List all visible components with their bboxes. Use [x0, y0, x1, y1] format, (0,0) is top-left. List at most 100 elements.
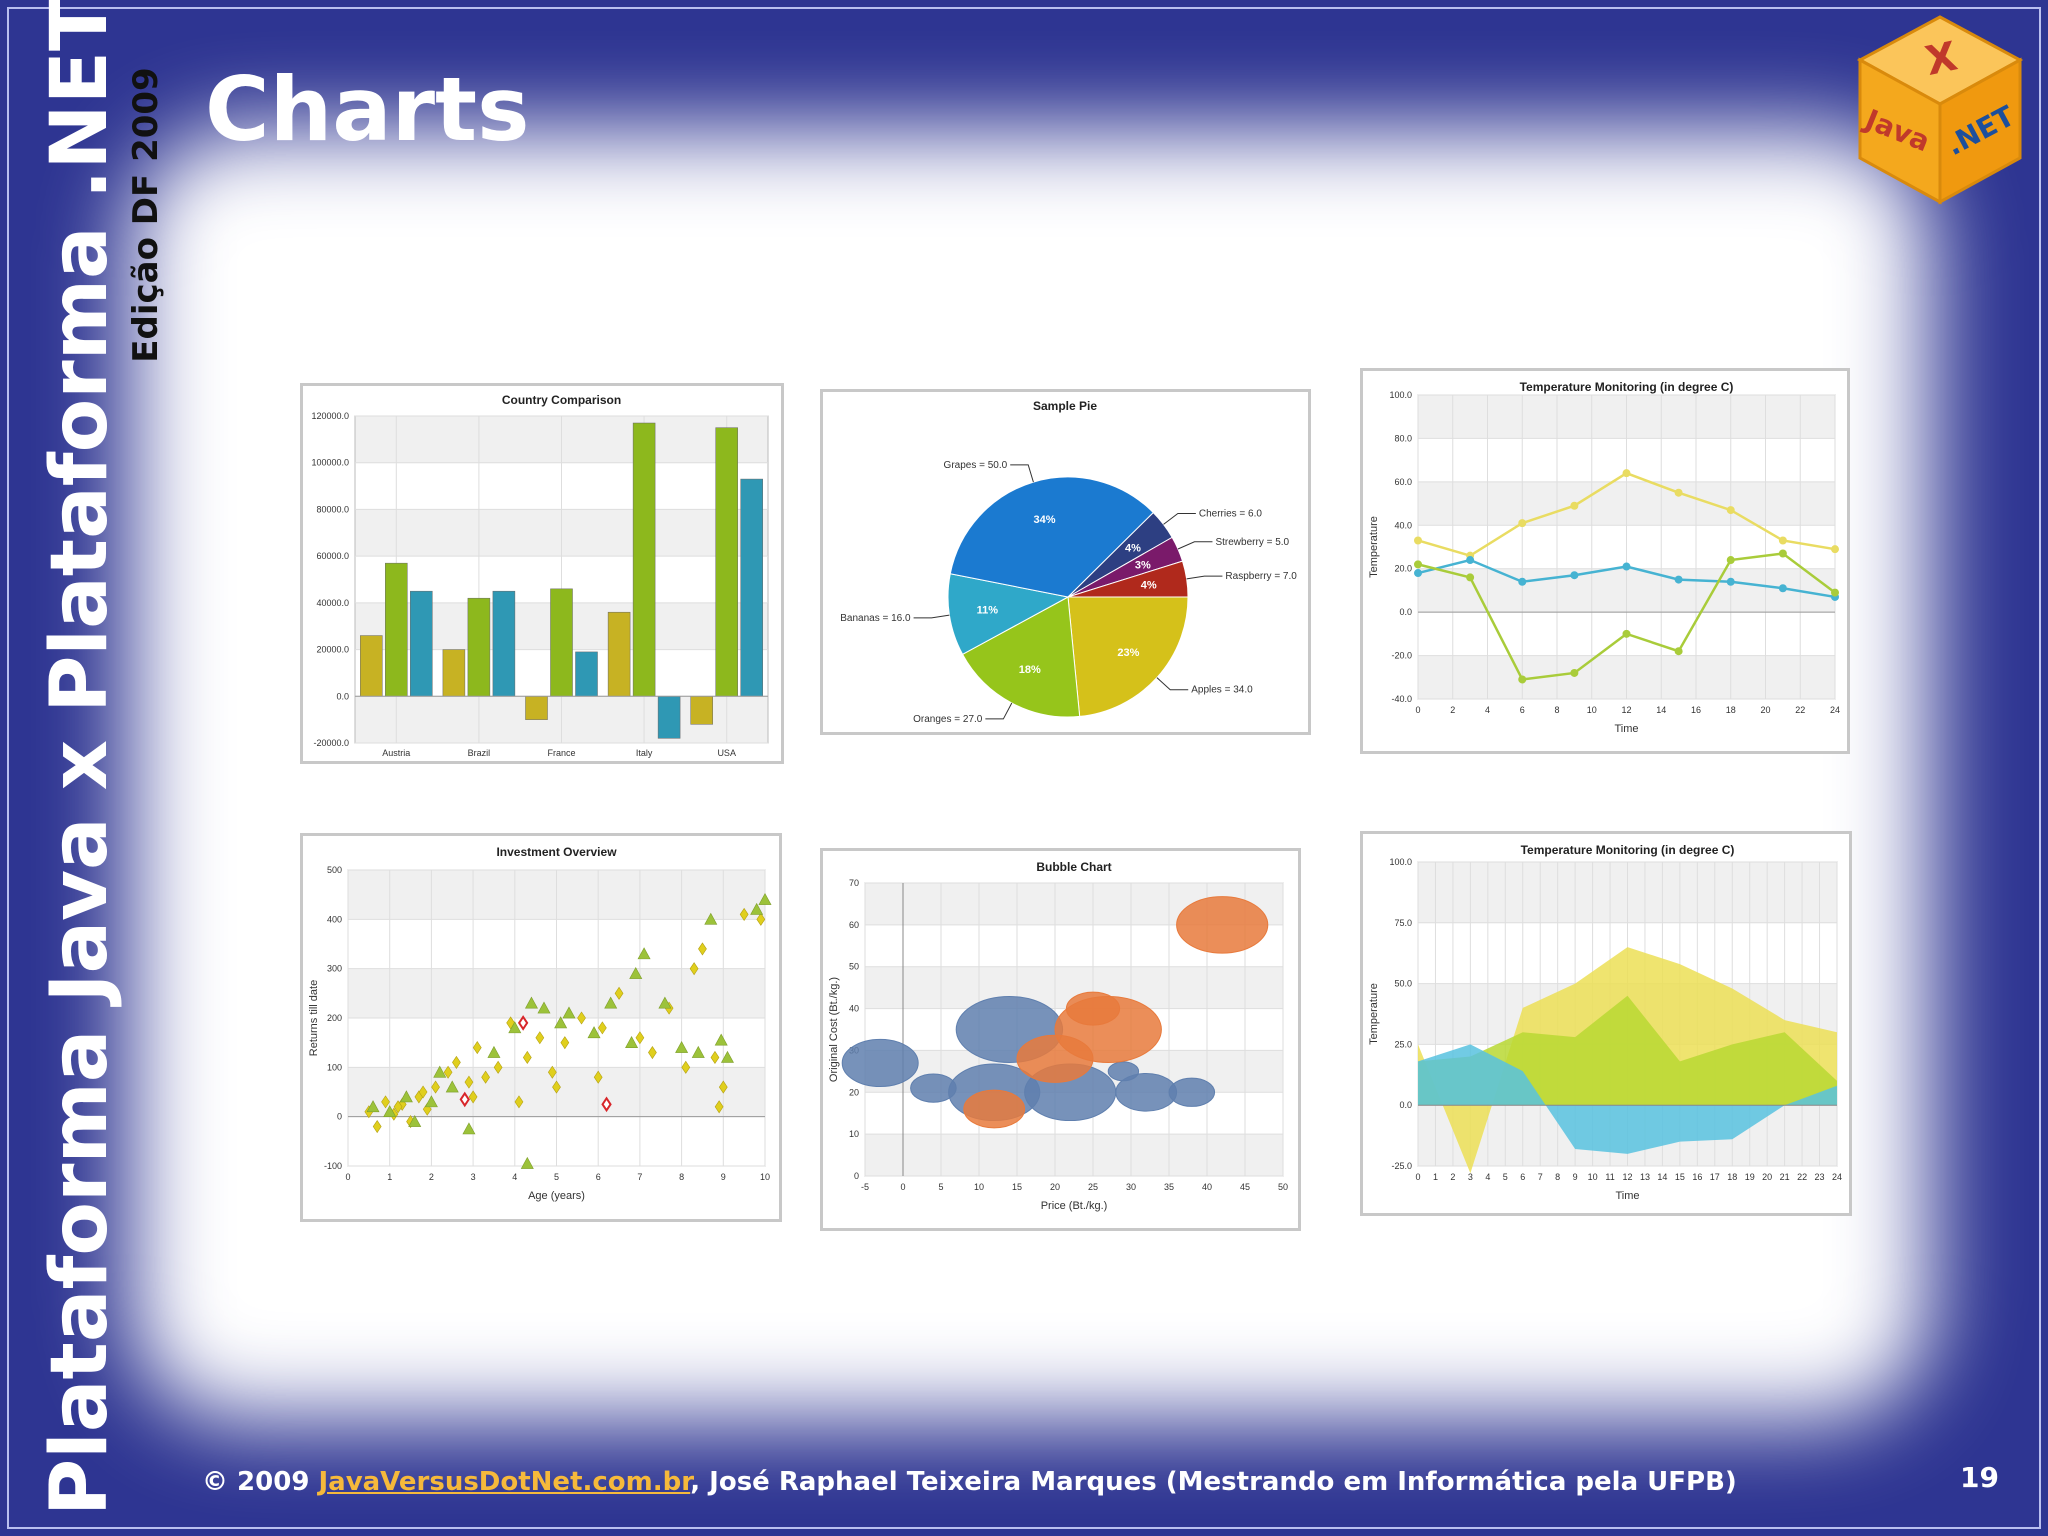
- y-tick-label: 200: [327, 1013, 342, 1023]
- footer-link[interactable]: JavaVersusDotNet.com.br: [318, 1467, 691, 1497]
- scatter-point: [547, 1065, 557, 1079]
- bar: [740, 478, 763, 697]
- data-point: [1726, 506, 1735, 515]
- y-axis-label: Original Cost (Bt./kg.): [828, 977, 840, 1082]
- scatter-point: [468, 1090, 478, 1104]
- side-subtitle: Edição DF 2009: [126, 67, 166, 363]
- sample-pie-svg: Sample Pie 23% Apples = 34.0 18% Oranges = 2…: [840, 399, 1297, 725]
- scatter-point: [675, 1040, 689, 1053]
- bar: [525, 696, 548, 720]
- y-tick-label: 0.0: [1399, 607, 1412, 617]
- data-point: [1414, 560, 1422, 569]
- scatter-point: [452, 1055, 461, 1069]
- x-tick-label: 2: [1450, 1172, 1455, 1182]
- scatter-point: [658, 996, 672, 1009]
- country-comparison-svg: -20000.0 0.0 20000.0 40000.0 60000.0 80000.0 1…: [311, 393, 769, 758]
- data-point: [1726, 577, 1735, 586]
- scatter-point: [601, 1096, 612, 1113]
- slide-border: [7, 7, 2041, 1529]
- footer-suffix: , José Raphael Teixeira Marques (Mestran…: [690, 1467, 1737, 1497]
- y-tick-label: 120000.0: [311, 411, 349, 421]
- bubble: [963, 1089, 1026, 1129]
- y-tick-label: 40.0: [1394, 520, 1412, 530]
- x-tick-label: 10: [760, 1172, 770, 1182]
- y-tick-label: -25.0: [1391, 1161, 1412, 1171]
- chart-title: Investment Overview: [496, 845, 617, 859]
- data-point: [1622, 562, 1631, 571]
- scatter-point: [366, 1100, 380, 1113]
- scatter-point: [554, 1016, 568, 1029]
- x-axis-label: Time: [1614, 723, 1638, 735]
- data-point: [1622, 629, 1631, 638]
- x-tick-label: 8: [1555, 1172, 1560, 1182]
- scatter-point: [710, 1050, 720, 1065]
- bubble: [841, 1038, 919, 1088]
- data-point: [1726, 556, 1735, 565]
- x-tick-label: 5: [1503, 1172, 1508, 1182]
- footer-prefix: © 2009: [202, 1467, 319, 1497]
- scatter-point: [372, 1119, 382, 1134]
- data-point: [1831, 545, 1839, 554]
- country-comparison-chart: -20000.0 0.0 20000.0 40000.0 60000.0 80000.0 1…: [300, 383, 784, 764]
- y-tick-label: 100.0: [1389, 857, 1412, 867]
- temperature-line-chart: -40.0 -20.0 0.0 20.0 40.0 60.0 80.0 100.0 0 2 4 6 8 1…: [1360, 368, 1850, 754]
- bar: [690, 696, 713, 725]
- scatter-point: [552, 1080, 561, 1094]
- sample-pie-chart: Sample Pie 23% Apples = 34.0 18% Oranges = 2…: [820, 389, 1311, 735]
- y-tick-label: 60000.0: [316, 551, 349, 561]
- slice-label: Grapes = 50.0: [944, 460, 1008, 471]
- y-tick-label: 20.0: [1394, 564, 1412, 574]
- scatter-point: [698, 942, 707, 956]
- y-tick-label: 40000.0: [316, 598, 349, 608]
- scatter-point: [625, 1036, 639, 1048]
- x-tick-label: 23: [1815, 1172, 1825, 1182]
- footer-credit: © 2009 JavaVersusDotNet.com.br, José Rap…: [202, 1462, 1737, 1502]
- y-axis-label: Returns till date: [308, 980, 320, 1056]
- bar: [657, 696, 681, 739]
- x-tick-label: 16: [1692, 1172, 1702, 1182]
- x-tick-label: 2: [429, 1172, 434, 1182]
- scatter-point: [537, 1001, 551, 1014]
- x-tick-label: 4: [512, 1172, 517, 1182]
- x-tick-label: 40: [1202, 1182, 1212, 1192]
- slice-label: Oranges = 27.0: [913, 714, 983, 725]
- scatter-point: [691, 1045, 705, 1058]
- chart-title: Country Comparison: [502, 393, 621, 407]
- x-tick-label: 16: [1691, 705, 1701, 715]
- scatter-point: [462, 1122, 476, 1135]
- x-tick-label: 6: [596, 1172, 601, 1182]
- x-tick-label: 4: [1485, 1172, 1490, 1182]
- pie-slice: [961, 596, 1081, 718]
- slice-leader-line: [1186, 575, 1223, 580]
- x-tick-label: 5: [938, 1182, 943, 1192]
- scatter-point: [433, 1065, 447, 1078]
- slice-percent: 11%: [977, 604, 999, 616]
- scatter-point: [704, 912, 718, 925]
- slice-percent: 18%: [1019, 664, 1041, 676]
- scatter-point: [739, 907, 749, 921]
- scatter-point: [524, 996, 538, 1009]
- slice-label: Raspberry = 7.0: [1225, 571, 1297, 582]
- scatter-point: [464, 1075, 474, 1089]
- scatter-point: [535, 1031, 545, 1045]
- x-tick-label: 0: [1415, 1172, 1420, 1182]
- x-tick-label: 24: [1830, 705, 1840, 715]
- scatter-point: [381, 1095, 390, 1109]
- bar: [550, 588, 573, 697]
- bar: [385, 562, 408, 697]
- y-tick-label: 50.0: [1394, 979, 1412, 989]
- x-tick-label: France: [547, 748, 575, 758]
- y-tick-label: 100: [327, 1062, 342, 1072]
- scatter-point: [418, 1085, 428, 1099]
- x-axis-label: Price (Bt./kg.): [1041, 1200, 1108, 1212]
- scatter-point: [614, 986, 624, 1000]
- scatter-point: [689, 962, 699, 976]
- x-tick-label: 3: [1468, 1172, 1473, 1182]
- y-tick-label: 0.0: [1399, 1100, 1412, 1110]
- slice-leader-line: [985, 702, 1013, 720]
- y-tick-label: 70: [849, 878, 859, 888]
- y-tick-label: 400: [327, 914, 342, 924]
- data-point: [1674, 647, 1683, 656]
